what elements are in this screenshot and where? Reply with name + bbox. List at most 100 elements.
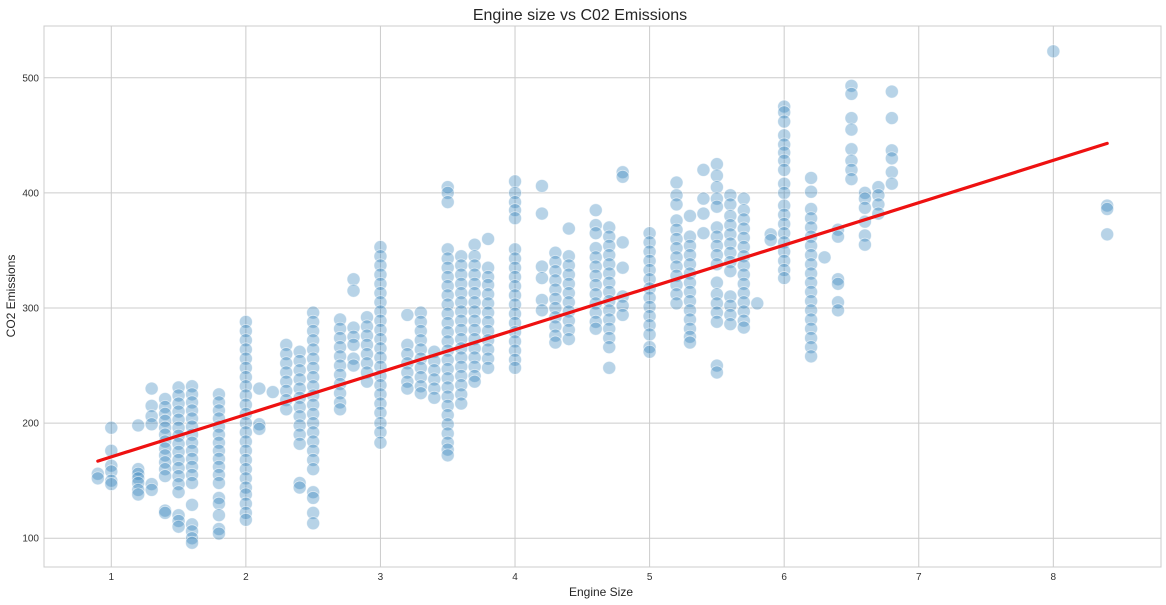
data-point xyxy=(212,427,226,442)
data-point xyxy=(158,448,173,463)
data-point xyxy=(736,191,751,206)
data-point xyxy=(1046,44,1061,59)
data-point xyxy=(777,263,792,277)
data-point xyxy=(454,396,469,411)
data-point xyxy=(831,272,845,287)
data-point xyxy=(413,379,428,394)
data-point xyxy=(709,365,724,380)
data-point xyxy=(144,381,159,396)
data-point xyxy=(265,385,280,399)
data-point xyxy=(212,491,226,505)
data-point xyxy=(750,296,765,311)
data-point xyxy=(131,471,146,486)
data-point xyxy=(777,99,792,114)
x-tick-label: 6 xyxy=(781,572,787,583)
data-point xyxy=(333,402,347,417)
data-point xyxy=(602,340,617,355)
data-point xyxy=(508,211,522,226)
data-point xyxy=(333,395,347,410)
data-point xyxy=(831,295,845,310)
x-tick-label: 7 xyxy=(916,572,922,583)
data-point xyxy=(508,174,522,189)
data-point xyxy=(548,335,563,350)
data-point xyxy=(185,403,199,418)
data-point xyxy=(346,337,361,352)
data-point xyxy=(709,191,724,206)
data-point xyxy=(804,349,818,364)
data-point xyxy=(615,165,630,180)
data-point xyxy=(844,172,859,186)
data-point xyxy=(171,453,186,467)
data-point xyxy=(884,143,899,158)
data-point xyxy=(723,317,738,332)
data-point xyxy=(696,206,711,221)
data-point xyxy=(467,374,482,389)
data-point xyxy=(171,485,186,500)
data-point xyxy=(185,468,199,482)
data-point xyxy=(131,487,146,502)
data-point xyxy=(709,157,724,172)
data-point xyxy=(306,491,321,505)
data-point xyxy=(252,381,267,396)
data-point xyxy=(158,407,173,421)
data-point xyxy=(588,314,603,329)
data-point xyxy=(185,497,199,512)
data-point xyxy=(763,227,778,242)
data-point xyxy=(292,480,307,495)
data-point xyxy=(817,250,832,265)
data-point xyxy=(831,303,845,318)
data-point xyxy=(844,111,859,125)
data-point xyxy=(588,218,603,233)
data-point xyxy=(185,524,199,539)
x-axis-label: Engine Size xyxy=(569,585,633,599)
data-point xyxy=(440,448,455,463)
data-point xyxy=(185,451,199,466)
x-tick-label: 3 xyxy=(378,572,384,583)
data-point xyxy=(777,271,792,285)
data-point xyxy=(400,381,415,396)
data-point xyxy=(104,420,119,435)
data-point xyxy=(481,270,496,284)
data-point xyxy=(615,308,630,322)
data-point xyxy=(212,403,226,418)
data-point xyxy=(1100,227,1115,242)
data-point xyxy=(844,122,859,137)
data-point xyxy=(588,321,603,336)
data-point xyxy=(508,360,522,375)
data-point xyxy=(185,379,199,394)
data-point xyxy=(158,455,173,470)
data-point xyxy=(131,476,146,490)
data-point xyxy=(171,477,186,492)
data-point xyxy=(831,276,845,291)
data-point xyxy=(185,395,199,410)
data-point xyxy=(104,473,119,488)
data-point xyxy=(844,78,859,93)
data-point xyxy=(158,420,173,435)
data-point xyxy=(440,180,455,195)
data-point xyxy=(104,458,119,473)
data-point xyxy=(90,466,105,481)
data-point xyxy=(858,186,872,200)
data-point xyxy=(1100,202,1115,216)
data-point xyxy=(158,469,173,483)
data-point xyxy=(185,517,199,532)
data-point xyxy=(467,369,482,383)
data-point xyxy=(467,237,482,252)
data-point xyxy=(346,358,361,373)
data-point xyxy=(212,459,226,474)
data-point xyxy=(615,260,630,275)
data-point xyxy=(238,512,253,527)
data-point xyxy=(158,413,173,428)
data-point xyxy=(683,329,697,344)
data-point xyxy=(212,395,226,410)
data-point xyxy=(171,514,186,528)
data-point xyxy=(535,206,549,221)
data-point xyxy=(171,388,186,403)
data-point xyxy=(884,111,899,125)
data-point xyxy=(306,462,321,477)
data-point xyxy=(212,387,226,402)
data-point xyxy=(185,476,199,490)
data-point xyxy=(171,444,186,459)
x-tick-label: 5 xyxy=(647,572,653,583)
